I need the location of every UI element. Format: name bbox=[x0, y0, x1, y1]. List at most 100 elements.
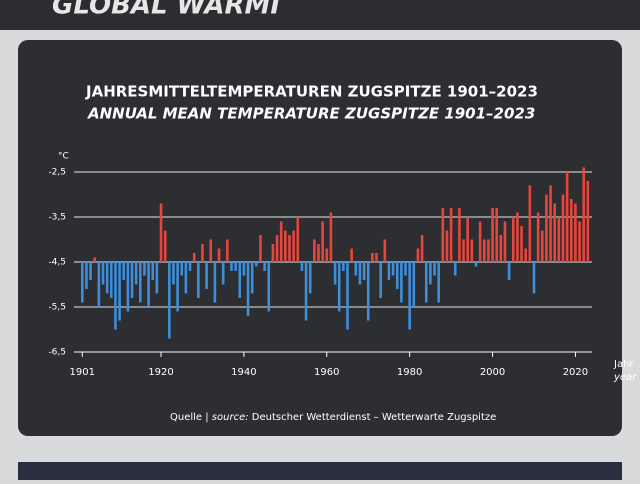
bar bbox=[474, 262, 478, 267]
bar bbox=[205, 262, 208, 289]
bar bbox=[337, 262, 341, 312]
x-axis-label-en: year bbox=[613, 372, 637, 383]
bar bbox=[416, 248, 420, 262]
bar bbox=[313, 239, 316, 262]
bar bbox=[379, 262, 382, 298]
x-tick-label: 1980 bbox=[397, 367, 422, 378]
bar bbox=[172, 262, 175, 285]
bar bbox=[333, 262, 337, 285]
bar bbox=[168, 262, 171, 339]
bar bbox=[437, 262, 440, 303]
bar bbox=[159, 203, 163, 262]
bar bbox=[375, 253, 378, 262]
bar bbox=[433, 262, 436, 276]
bar bbox=[507, 262, 511, 280]
y-axis-label: °C bbox=[58, 152, 69, 162]
bar bbox=[275, 235, 279, 262]
bar bbox=[453, 262, 457, 276]
bar bbox=[346, 262, 349, 330]
bar bbox=[122, 262, 126, 280]
bar bbox=[126, 262, 130, 312]
source-part: Deutscher Wetterdienst – Wetterwarte Zug… bbox=[249, 412, 497, 423]
bar bbox=[296, 217, 300, 262]
bar bbox=[101, 262, 105, 285]
bar bbox=[458, 208, 461, 262]
bar bbox=[462, 239, 465, 262]
bar bbox=[105, 262, 109, 294]
bar bbox=[118, 262, 121, 321]
bar bbox=[213, 262, 217, 303]
bar bbox=[242, 262, 246, 276]
bar bbox=[511, 217, 515, 262]
sign-header-band bbox=[0, 0, 640, 30]
bar bbox=[524, 248, 527, 262]
bar bbox=[391, 262, 395, 276]
chart-title: JAHRESMITTELTEMPERATUREN ZUGSPITZE 1901–… bbox=[85, 83, 538, 101]
bar bbox=[429, 262, 432, 285]
bar bbox=[143, 262, 146, 276]
bar bbox=[114, 262, 117, 330]
bar bbox=[478, 221, 482, 262]
bar bbox=[155, 262, 159, 294]
bar bbox=[491, 208, 494, 262]
bar bbox=[234, 262, 237, 271]
bar bbox=[110, 262, 113, 298]
bar bbox=[250, 262, 254, 294]
bar bbox=[354, 262, 358, 276]
bar bbox=[549, 185, 552, 262]
y-tick-label: -3,5 bbox=[48, 213, 66, 223]
bar bbox=[246, 262, 250, 316]
bar bbox=[536, 212, 540, 262]
bar bbox=[284, 230, 287, 262]
bar bbox=[499, 235, 503, 262]
bar bbox=[470, 239, 474, 262]
bar bbox=[139, 262, 142, 303]
bar bbox=[395, 262, 399, 289]
bar bbox=[176, 262, 179, 312]
bar bbox=[267, 262, 271, 312]
x-tick-label: 2020 bbox=[563, 367, 588, 378]
bar bbox=[449, 208, 453, 262]
bar bbox=[151, 262, 155, 280]
bar bbox=[350, 248, 353, 262]
bar bbox=[201, 244, 204, 262]
bar bbox=[217, 248, 221, 262]
bar bbox=[574, 203, 577, 262]
y-tick-label: -2,5 bbox=[48, 168, 66, 178]
bar bbox=[321, 221, 324, 262]
bar bbox=[516, 212, 519, 262]
bar bbox=[482, 239, 486, 262]
bar bbox=[441, 208, 445, 262]
x-tick-label: 1901 bbox=[70, 367, 95, 378]
bar bbox=[578, 221, 581, 262]
bar bbox=[93, 257, 97, 262]
bar bbox=[184, 262, 188, 294]
bar bbox=[134, 262, 138, 285]
bar bbox=[221, 262, 225, 285]
bar bbox=[271, 244, 275, 262]
bar bbox=[445, 230, 449, 262]
bar bbox=[553, 203, 556, 262]
bar bbox=[288, 235, 291, 262]
bar bbox=[255, 262, 258, 267]
bar bbox=[383, 239, 387, 262]
source-part: Quelle | bbox=[170, 412, 212, 423]
bar bbox=[420, 235, 424, 262]
bar bbox=[586, 181, 590, 262]
bar bbox=[329, 212, 333, 262]
source: Quelle | source: Deutscher Wetterdienst … bbox=[170, 412, 496, 423]
bar bbox=[130, 262, 134, 298]
bar bbox=[192, 253, 196, 262]
lower-panel bbox=[18, 462, 622, 480]
bar bbox=[466, 217, 469, 262]
bar bbox=[325, 248, 329, 262]
bar bbox=[387, 262, 391, 280]
bar bbox=[263, 262, 266, 271]
bar bbox=[532, 262, 536, 294]
bar bbox=[540, 230, 544, 262]
x-tick-label: 1960 bbox=[314, 367, 339, 378]
bar bbox=[300, 262, 304, 271]
bar bbox=[317, 244, 320, 262]
